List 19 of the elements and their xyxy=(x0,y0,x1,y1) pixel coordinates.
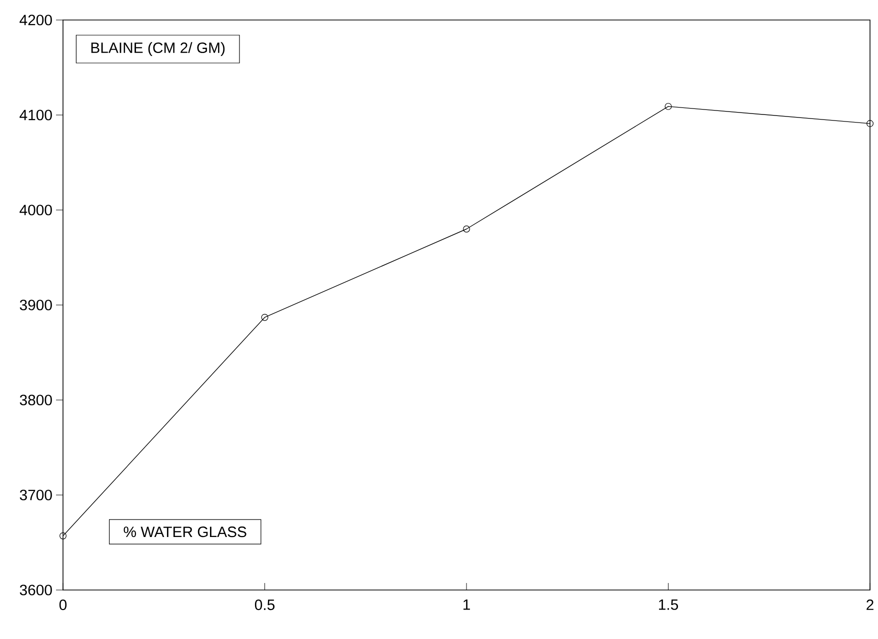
point xyxy=(866,120,874,128)
point xyxy=(664,102,672,110)
x-tick-label: 0 xyxy=(59,599,67,610)
y-tick-label: 4000 xyxy=(20,204,52,216)
point xyxy=(463,226,470,232)
y-tick-label: 3700 xyxy=(20,490,52,500)
y-tick-label: 4200 xyxy=(20,14,52,26)
y-tick-label: 3900 xyxy=(20,300,52,310)
x-tick-label: 1.5 xyxy=(659,600,678,610)
y-tick-label: 3600 xyxy=(20,584,52,596)
point xyxy=(261,314,268,321)
y-axis-title: BLAINE (CM 2/ GM) xyxy=(91,42,225,56)
x-tick-label: 0.5 xyxy=(254,599,275,610)
x-tick-label: 2 xyxy=(866,599,874,610)
x-axis-title: % WATER GLASS xyxy=(124,526,246,538)
x-tick-label: 1 xyxy=(463,600,470,610)
point xyxy=(60,532,66,540)
y-tick-label: 4100 xyxy=(20,110,52,120)
y-tick-label: 3800 xyxy=(20,394,52,406)
